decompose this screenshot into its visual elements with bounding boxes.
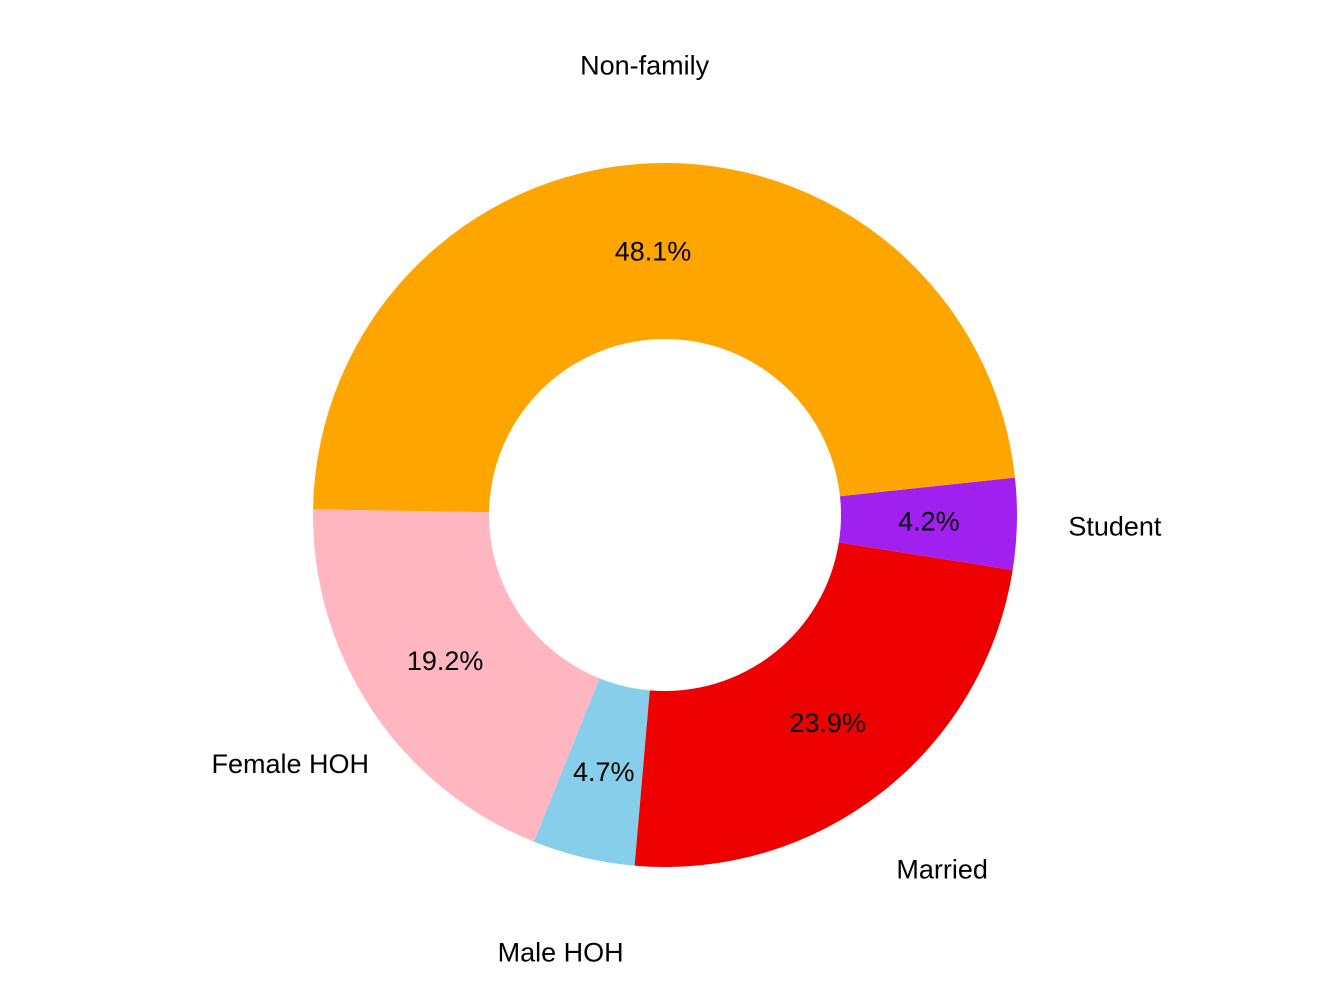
percent-label-married: 23.9% <box>789 708 866 738</box>
percent-label-female-hoh: 19.2% <box>407 646 484 676</box>
slice-female-hoh <box>313 509 600 842</box>
percent-label-student: 4.2% <box>898 507 960 537</box>
category-labels-group: Student Non-family Female HOH Male HOH Marri… <box>211 50 1161 967</box>
percent-labels-group: 4.2% 48.1% 19.2% 4.7% 23.9% <box>407 236 960 787</box>
slice-married <box>634 542 1013 867</box>
percent-label-male-hoh: 4.7% <box>573 757 635 787</box>
slice-non-family <box>313 162 1016 513</box>
category-label-male-hoh: Male HOH <box>498 938 624 968</box>
category-label-non-family: Non-family <box>580 50 710 80</box>
category-label-student: Student <box>1068 511 1162 541</box>
slice-male-hoh <box>533 678 650 866</box>
slices-group <box>313 162 1018 867</box>
category-label-female-hoh: Female HOH <box>211 749 369 779</box>
slice-student <box>838 477 1018 571</box>
category-label-married: Married <box>896 854 988 884</box>
percent-label-non-family: 48.1% <box>615 236 692 266</box>
